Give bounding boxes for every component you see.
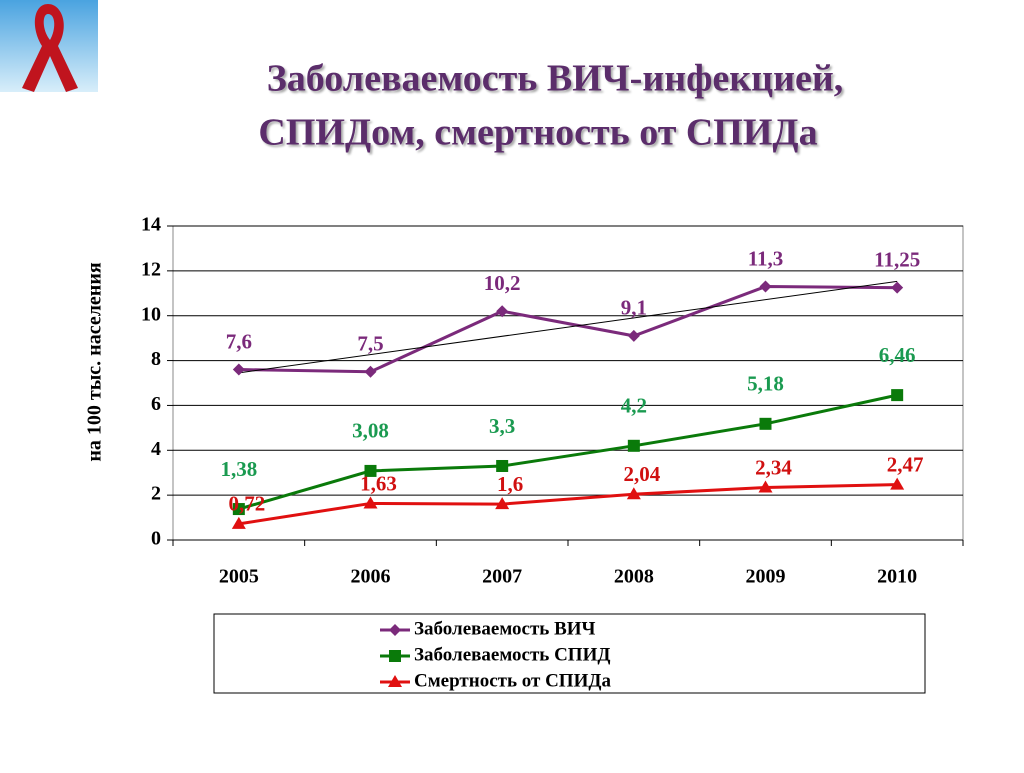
x-tick-label: 2005 — [219, 566, 259, 588]
marker — [759, 280, 772, 293]
data-label: 7,5 — [357, 332, 383, 356]
y-tick-label: 10 — [141, 303, 161, 325]
marker — [626, 487, 641, 500]
y-tick-label: 14 — [141, 214, 161, 236]
y-tick-label: 6 — [151, 393, 161, 415]
legend-label: Смертность от СПИДа — [414, 670, 611, 691]
data-label: 11,25 — [874, 247, 920, 271]
data-label: 2,47 — [887, 452, 924, 476]
marker — [232, 363, 245, 376]
marker — [759, 417, 772, 430]
x-tick-label: 2007 — [482, 566, 522, 588]
legend-label: Заболеваемость СПИД — [414, 644, 610, 665]
marker — [891, 281, 904, 294]
marker — [496, 305, 509, 318]
ribbon-icon — [22, 4, 78, 92]
title-line: СПИДом, смертность от СПИДа — [258, 112, 817, 154]
y-tick-label: 4 — [151, 438, 161, 460]
data-label: 4,2 — [621, 394, 647, 418]
trend-line — [238, 280, 898, 374]
data-label: 7,6 — [226, 329, 252, 353]
series-line — [238, 483, 898, 526]
data-label: 9,1 — [621, 296, 647, 320]
y-tick-label: 2 — [151, 483, 161, 505]
series-line — [238, 285, 898, 374]
marker — [496, 459, 509, 472]
marker — [231, 516, 246, 529]
marker — [495, 497, 510, 510]
x-tick-label: 2009 — [746, 566, 786, 588]
marker — [891, 389, 904, 402]
data-label: 1,38 — [220, 457, 257, 481]
marker — [232, 503, 245, 516]
data-label: 3,08 — [352, 419, 389, 443]
legend-label: Заболеваемость ВИЧ — [414, 618, 596, 639]
data-label: 11,3 — [748, 246, 784, 270]
x-tick-label: 2010 — [877, 566, 917, 588]
y-tick-label: 0 — [151, 528, 161, 550]
data-label: 3,3 — [489, 414, 515, 438]
legend-box — [213, 613, 926, 694]
marker — [890, 477, 905, 490]
title-line: Заболеваемость ВИЧ-инфекцией, — [267, 58, 843, 100]
marker — [758, 480, 773, 493]
y-tick-label: 12 — [141, 258, 161, 280]
marker — [389, 624, 401, 636]
data-label: 5,18 — [747, 372, 784, 396]
x-tick-label: 2008 — [614, 566, 654, 588]
data-label: 1,6 — [497, 472, 523, 496]
marker — [388, 675, 402, 687]
y-axis-label: на 100 тыс. населения — [84, 262, 106, 462]
marker — [363, 496, 378, 509]
marker — [627, 329, 640, 342]
marker — [627, 439, 640, 452]
data-label: 6,46 — [879, 343, 916, 367]
marker — [364, 464, 377, 477]
marker — [364, 365, 377, 378]
series-line — [238, 393, 898, 511]
marker — [389, 650, 401, 662]
y-tick-label: 8 — [151, 348, 161, 370]
data-label: 10,2 — [484, 271, 521, 295]
x-tick-label: 2006 — [351, 566, 391, 588]
data-label: 2,04 — [623, 462, 660, 486]
data-label: 0,72 — [228, 492, 265, 516]
data-label: 1,63 — [360, 471, 397, 495]
data-label: 2,34 — [755, 455, 792, 479]
